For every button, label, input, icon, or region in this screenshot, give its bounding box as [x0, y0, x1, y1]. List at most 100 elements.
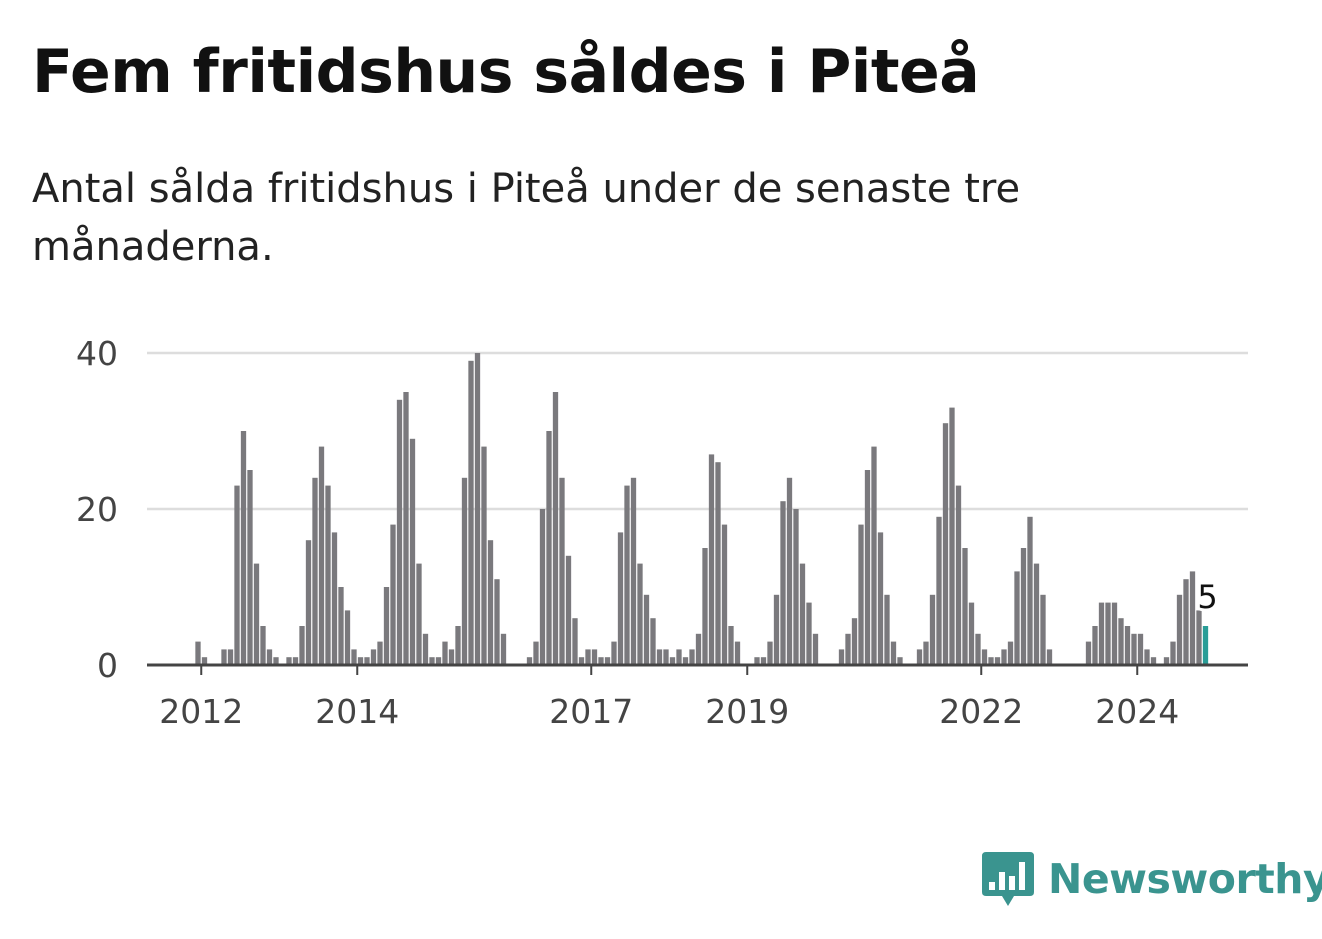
bar — [1170, 641, 1176, 665]
bar — [923, 641, 929, 665]
bar — [968, 602, 975, 665]
bar — [396, 399, 403, 665]
bar-series — [195, 353, 1209, 665]
bar — [1118, 618, 1124, 665]
bar — [1027, 516, 1033, 665]
bar — [253, 563, 260, 665]
bar-chart: 0 20 40 2012 2014 2017 2019 2022 2024 5 — [76, 334, 1248, 731]
bar — [1040, 594, 1046, 665]
gridlines — [147, 351, 1248, 511]
bar — [617, 532, 624, 665]
bar — [767, 641, 773, 665]
bar — [234, 485, 240, 665]
bar — [1085, 641, 1092, 665]
bar — [552, 392, 559, 665]
bar — [1137, 633, 1144, 665]
bar — [929, 594, 936, 665]
bar — [884, 594, 890, 665]
bar — [539, 509, 546, 665]
bar — [962, 548, 968, 665]
bar — [942, 423, 949, 665]
bar — [1124, 626, 1131, 665]
bar — [487, 540, 494, 665]
bar — [604, 657, 611, 665]
bar — [994, 657, 1001, 665]
y-tick-label: 0 — [97, 646, 118, 685]
bar — [429, 657, 435, 665]
bar — [474, 353, 481, 665]
bar — [390, 524, 396, 665]
bar — [689, 649, 695, 665]
bar — [1111, 602, 1118, 665]
bar — [448, 649, 455, 665]
x-tick-label: 2022 — [939, 692, 1023, 731]
bar — [786, 477, 793, 665]
bar — [637, 563, 643, 665]
bar — [643, 594, 650, 665]
bar — [260, 626, 266, 665]
bar — [409, 438, 416, 665]
bar — [312, 477, 318, 665]
chart-title: Fem fritidshus såldes i Piteå — [32, 37, 980, 107]
bar — [383, 587, 390, 665]
bar — [611, 641, 617, 665]
x-tick-label: 2014 — [315, 692, 399, 731]
bar — [981, 649, 988, 665]
bar — [338, 587, 344, 665]
bar — [1183, 579, 1189, 665]
bar — [838, 649, 845, 665]
bar — [799, 563, 806, 665]
bar — [247, 470, 253, 665]
bar — [1196, 610, 1202, 665]
bar — [494, 579, 500, 665]
bar — [656, 649, 663, 665]
bar — [526, 657, 533, 665]
bar — [377, 641, 383, 665]
brand-logo: Newsworthy — [980, 848, 1322, 910]
bar — [988, 657, 994, 665]
bar — [897, 657, 903, 665]
bar — [585, 649, 591, 665]
bar — [351, 649, 357, 665]
bar — [370, 649, 377, 665]
bar — [806, 602, 812, 665]
bar — [578, 657, 585, 665]
bar — [1020, 548, 1027, 665]
bar — [292, 657, 299, 665]
bar — [195, 641, 201, 665]
bar — [1092, 626, 1098, 665]
bar — [916, 649, 923, 665]
bar — [1001, 649, 1007, 665]
bar — [416, 563, 422, 665]
bar — [708, 454, 715, 665]
bar — [344, 610, 351, 665]
brand-name: Newsworthy — [1048, 855, 1322, 903]
bar — [364, 657, 370, 665]
bar — [325, 485, 331, 665]
bar — [357, 657, 364, 665]
chart-subtitle: Antal sålda fritidshus i Piteå under de … — [32, 166, 1021, 270]
y-tick-label: 40 — [76, 334, 118, 373]
bar — [266, 649, 273, 665]
bar — [442, 641, 448, 665]
bar — [864, 470, 871, 665]
bar — [305, 540, 312, 665]
bar — [598, 657, 604, 665]
bar — [812, 633, 819, 665]
bar — [754, 657, 760, 665]
bar — [221, 649, 227, 665]
axes: 0 20 40 2012 2014 2017 2019 2022 2024 — [76, 334, 1248, 731]
bar — [871, 446, 877, 665]
bar — [1033, 563, 1040, 665]
bar — [702, 548, 708, 665]
bar-highlight — [1202, 626, 1209, 665]
bar — [734, 641, 741, 665]
bar — [273, 657, 279, 665]
bar — [877, 532, 884, 665]
bar — [624, 485, 630, 665]
bar — [845, 633, 851, 665]
bar — [773, 594, 780, 665]
bar — [715, 462, 721, 665]
bar — [533, 641, 539, 665]
bar — [468, 360, 474, 665]
